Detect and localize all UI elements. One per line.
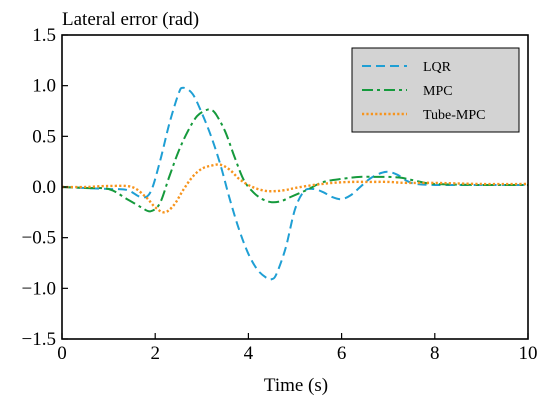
- series-line-lqr: [61, 86, 528, 281]
- x-tick-label: 2: [150, 343, 160, 364]
- x-tick-label: 8: [430, 343, 440, 364]
- x-tick-label: 6: [337, 343, 347, 364]
- x-axis-title: Time (s): [264, 375, 328, 396]
- y-tick-label: −1.5: [22, 329, 56, 350]
- legend-label: Tube-MPC: [423, 108, 486, 123]
- series-lines: [61, 86, 529, 281]
- y-tick-label: −1.0: [22, 278, 56, 299]
- series-line-tube-mpc: [61, 163, 529, 214]
- series-line-mpc: [61, 108, 529, 213]
- y-tick-label: 0.5: [32, 126, 56, 147]
- legend: LQR MPC Tube-MPC: [351, 47, 520, 133]
- y-tick-label: 1.0: [32, 76, 56, 97]
- x-tick-label: 10: [519, 343, 538, 364]
- y-axis-title: Lateral error (rad): [62, 9, 199, 30]
- legend-label: MPC: [423, 84, 453, 99]
- x-tick-label: 4: [244, 343, 254, 364]
- y-tick-label: −0.5: [22, 228, 56, 249]
- y-tick-label: 1.5: [32, 25, 56, 46]
- legend-label: LQR: [423, 60, 452, 75]
- x-tick-label: 0: [57, 343, 67, 364]
- y-tick-label: 0.0: [32, 177, 56, 198]
- plot-frame: [61, 34, 529, 340]
- axis-ticks: 0 2 4 6 8 10 1.5 1.0 0.5 0.0 −0.5 −1.0 −1.5: [22, 25, 538, 364]
